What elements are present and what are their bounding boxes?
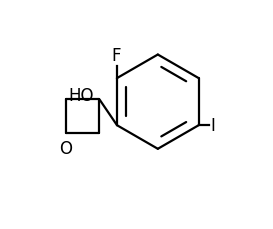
Text: F: F [111,47,121,65]
Text: I: I [210,117,215,135]
Text: HO: HO [68,87,94,104]
Text: O: O [59,140,72,158]
